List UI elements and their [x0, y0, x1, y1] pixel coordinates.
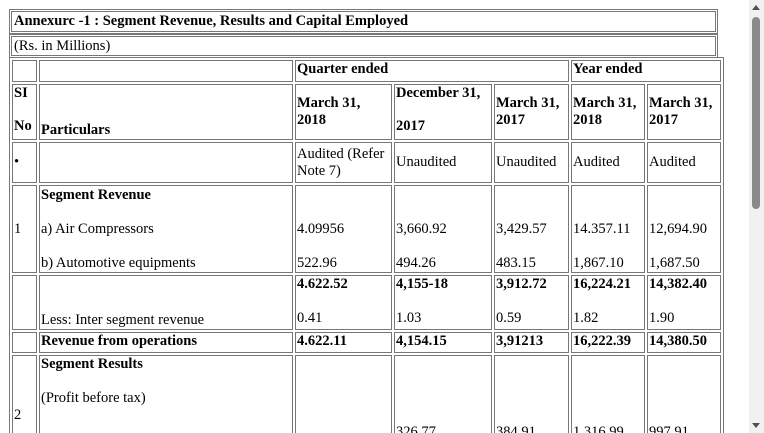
- scroll-up-arrow-icon[interactable]: [752, 5, 760, 10]
- segment-revenue-heading: Segment Revenue: [41, 187, 151, 203]
- row-label: a) Air Compressors: [41, 221, 154, 237]
- empty-cell: [12, 60, 37, 82]
- subtotal-cell: 3,912.72 0.59: [494, 275, 570, 330]
- value-cell: 14.357.11 1,867.10: [571, 185, 646, 273]
- status-cell: Audited: [571, 142, 646, 183]
- revenue-from-operations-row: Revenue from operations 4.622.11 4,154.1…: [12, 332, 722, 353]
- segment-results-heading: Segment Results: [41, 356, 143, 372]
- empty-cell: [39, 142, 293, 183]
- status-audited-note: Audited (Refer Note 7): [295, 142, 392, 183]
- col-header-mar-2017-y: March 31, 2017: [647, 84, 722, 140]
- segment-revenue-labels: Segment Revenue a) Air Compressors b) Au…: [39, 185, 293, 273]
- value-cell: 4.622.11: [295, 332, 392, 353]
- value-cell: 384.91: [494, 355, 570, 433]
- value-cell: [295, 355, 392, 433]
- sl-no-header: SI No: [12, 84, 37, 140]
- value-cell: 4,154.15: [394, 332, 492, 353]
- segment-table: Quarter ended Year ended SI No Particula…: [9, 57, 725, 433]
- vertical-scrollbar[interactable]: [749, 0, 764, 433]
- value-cell: 997.91: [647, 355, 722, 433]
- status-cell: Unaudited: [494, 142, 570, 183]
- value-cell: 326.77: [394, 355, 492, 433]
- value-cell: 3,429.57 483.15: [494, 185, 570, 273]
- scroll-down-arrow-icon[interactable]: [752, 423, 760, 428]
- col-header-mar-2018-y: March 31, 2018: [571, 84, 646, 140]
- bullet-cell: •: [12, 142, 37, 183]
- document-title: Annexurc -1 : Segment Revenue, Results a…: [14, 13, 409, 29]
- units-block: (Rs. in Millions): [9, 34, 718, 58]
- col-header-dec-2017: December 31, 2017: [394, 84, 492, 140]
- value-cell: 4.09956 522.96: [295, 185, 392, 273]
- quarter-ended-header: Quarter ended: [295, 60, 570, 82]
- subtotal-cell: 4,155-18 1.03: [394, 275, 492, 330]
- value-cell: 12,694.90 1,687.50: [647, 185, 722, 273]
- status-cell: Audited: [647, 142, 722, 183]
- subtotal-cell: 14,382.40 1.90: [647, 275, 722, 330]
- column-header-row: SI No Particulars March 31, 2018 Decembe…: [12, 84, 722, 140]
- value-cell: 1,316.99: [571, 355, 646, 433]
- value-cell: 16,222.39: [571, 332, 646, 353]
- subtotal-cell: 4.622.52 0.41: [295, 275, 392, 330]
- scrollbar-thumb[interactable]: [752, 17, 760, 209]
- value-cell: 3,91213: [494, 332, 570, 353]
- audit-status-row: • Audited (Refer Note 7) Unaudited Unaud…: [12, 142, 722, 183]
- value-cell: 3,660.92 494.26: [394, 185, 492, 273]
- revenue-subtotal-row: Less: Inter segment revenue 4.622.52 0.41…: [12, 275, 722, 330]
- empty-cell: [12, 275, 37, 330]
- status-cell: Unaudited: [394, 142, 492, 183]
- particulars-header: Particulars: [39, 84, 293, 140]
- row-label: b) Automotive equipments: [41, 255, 196, 271]
- empty-cell: [39, 60, 293, 82]
- segment-results-row: 2 Segment Results (Profit before tax) a)…: [12, 355, 722, 433]
- year-ended-header: Year ended: [571, 60, 722, 82]
- units-label: (Rs. in Millions): [14, 38, 111, 54]
- col-header-mar-2017-q: March 31, 2017: [494, 84, 570, 140]
- period-header-row: Quarter ended Year ended: [12, 60, 722, 82]
- title-block: Annexurc -1 : Segment Revenue, Results a…: [9, 9, 718, 34]
- less-inter-segment-label: Less: Inter segment revenue: [39, 275, 293, 330]
- empty-cell: [12, 332, 37, 353]
- segment-results-subheading: (Profit before tax): [41, 390, 146, 406]
- sl-no-cell: 2: [12, 355, 37, 433]
- col-header-mar-2018-q: March 31, 2018: [295, 84, 392, 140]
- sl-no-cell: 1: [12, 185, 37, 273]
- revenue-from-operations-label: Revenue from operations: [39, 332, 293, 353]
- segment-results-labels: Segment Results (Profit before tax) a) A…: [39, 355, 293, 433]
- value-cell: 14,380.50: [647, 332, 722, 353]
- segment-revenue-row: 1 Segment Revenue a) Air Compressors b) …: [12, 185, 722, 273]
- subtotal-cell: 16,224.21 1.82: [571, 275, 646, 330]
